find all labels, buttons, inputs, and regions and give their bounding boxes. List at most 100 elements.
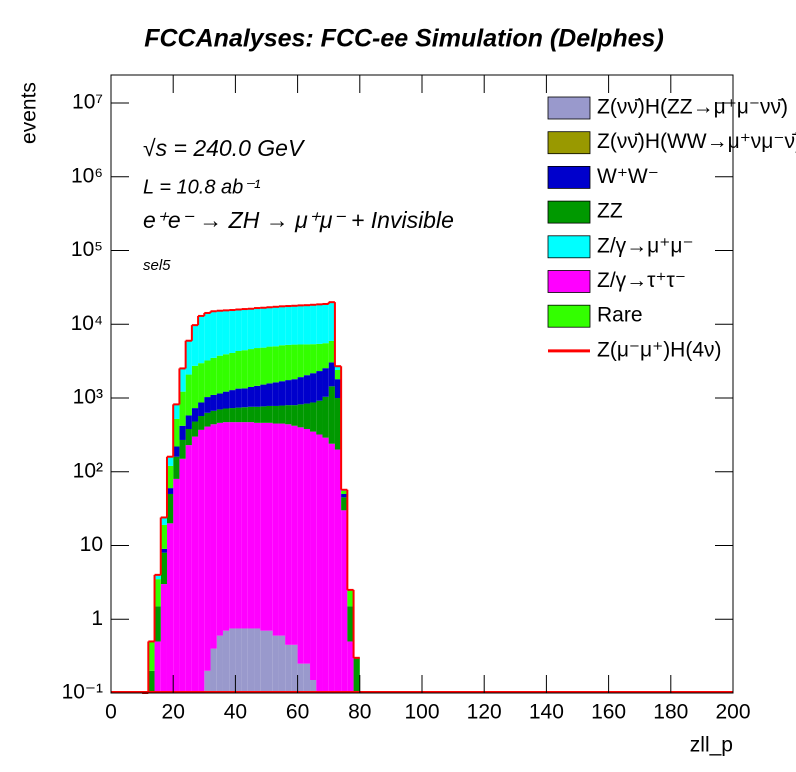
- histogram-segment: [285, 306, 292, 345]
- histogram-segment: [254, 406, 261, 423]
- histogram-segment: [235, 351, 242, 389]
- histogram-segment: [222, 630, 230, 693]
- histogram-segment: [148, 641, 155, 671]
- histogram-segment: [241, 422, 248, 629]
- histogram-segment: [310, 304, 317, 345]
- y-tick-label: 10⁷: [72, 91, 103, 114]
- histogram-segment: [229, 310, 236, 353]
- histogram-segment: [229, 408, 236, 423]
- histogram-segment: [185, 340, 192, 375]
- histogram-segment: [297, 305, 304, 345]
- histogram-segment: [204, 312, 211, 361]
- histogram-segment: [272, 346, 279, 383]
- histogram-segment: [328, 340, 335, 363]
- histogram-segment: [316, 371, 323, 401]
- histogram-segment: [185, 374, 192, 416]
- histogram-segment: [316, 304, 323, 344]
- histogram-segment: [179, 368, 186, 392]
- legend-label: Rare: [597, 304, 643, 327]
- legend-swatch: [547, 200, 591, 224]
- histogram-segment: [322, 396, 329, 438]
- histogram-segment: [216, 422, 223, 636]
- histogram-segment: [204, 412, 211, 427]
- histogram-segment: [210, 311, 217, 358]
- histogram-segment: [216, 409, 223, 423]
- histogram-segment: [229, 628, 236, 693]
- histogram-segment: [291, 305, 298, 345]
- histogram-segment: [179, 458, 186, 693]
- histogram-segment: [241, 350, 248, 389]
- x-tick-label: 120: [467, 701, 502, 724]
- histogram-segment: [160, 548, 167, 553]
- histogram-segment: [222, 354, 230, 392]
- histogram-segment: [334, 366, 342, 370]
- histogram-segment: [278, 345, 286, 382]
- histogram-segment: [297, 427, 304, 664]
- legend-swatch: [547, 235, 591, 259]
- histogram-segment: [310, 373, 317, 403]
- histogram-segment: [266, 422, 273, 631]
- histogram-segment: [247, 628, 255, 693]
- legend-swatch: [547, 131, 591, 155]
- histogram-segment: [303, 375, 311, 404]
- histogram-segment: [185, 429, 192, 446]
- histogram-segment: [266, 307, 273, 347]
- histogram-segment: [166, 493, 174, 524]
- histogram-segment: [334, 369, 342, 380]
- histogram-segment: [272, 405, 279, 424]
- x-tick-label: 180: [653, 701, 688, 724]
- y-tick-label: 10: [80, 533, 103, 556]
- histogram-segment: [303, 663, 311, 693]
- legend-swatch: [547, 304, 591, 328]
- histogram-segment: [222, 422, 230, 631]
- histogram-segment: [316, 343, 323, 372]
- annotation: e⁺e⁻ → ZH → μ⁺μ⁻ + Invisible: [143, 207, 454, 233]
- y-tick-label: 10²: [73, 459, 103, 482]
- histogram-segment: [216, 355, 223, 394]
- histogram-segment: [260, 384, 267, 407]
- histogram-segment: [310, 680, 317, 693]
- histogram-segment: [353, 657, 360, 693]
- histogram-segment: [160, 524, 167, 549]
- histogram-segment: [291, 344, 298, 380]
- legend-swatch: [547, 270, 591, 293]
- histogram-segment: [204, 426, 211, 671]
- histogram-segment: [210, 394, 217, 411]
- histogram-segment: [272, 306, 279, 347]
- histogram-segment: [328, 386, 335, 444]
- histogram-segment: [216, 310, 223, 356]
- histogram-segment: [204, 670, 211, 693]
- legend-label: Z(νν̄)H(ZZ→μ⁺μ⁻νν̄): [597, 96, 788, 119]
- histogram-segment: [316, 400, 323, 435]
- x-tick-label: 140: [529, 701, 564, 724]
- histogram-segment: [347, 641, 354, 693]
- x-tick-label: 0: [105, 701, 117, 724]
- histogram-segment: [247, 308, 255, 350]
- histogram-segment: [260, 630, 267, 693]
- histogram-segment: [160, 517, 167, 525]
- histogram-segment: [291, 379, 298, 406]
- histogram-segment: [291, 644, 298, 693]
- legend-swatch: [547, 96, 591, 120]
- histogram-segment: [254, 385, 261, 407]
- histogram-segment: [260, 307, 267, 348]
- histogram-segment: [303, 344, 311, 376]
- histogram-segment: [179, 391, 186, 426]
- histogram-segment: [278, 306, 286, 346]
- histogram-segment: [266, 346, 273, 384]
- histogram-segment: [235, 628, 242, 693]
- histogram-segment: [241, 388, 248, 408]
- histogram-segment: [179, 439, 186, 459]
- histogram-segment: [185, 415, 192, 430]
- histogram-segment: [198, 402, 205, 417]
- histogram-segment: [272, 635, 279, 693]
- histogram-segment: [278, 405, 286, 424]
- histogram-segment: [254, 422, 261, 629]
- y-tick-label: 10⁵: [71, 238, 103, 261]
- histogram-segment: [297, 404, 304, 428]
- histogram-segment: [179, 425, 186, 440]
- histogram-segment: [260, 347, 267, 385]
- histogram-segment: [191, 436, 199, 693]
- histogram-segment: [173, 404, 180, 419]
- histogram-segment: [254, 308, 261, 349]
